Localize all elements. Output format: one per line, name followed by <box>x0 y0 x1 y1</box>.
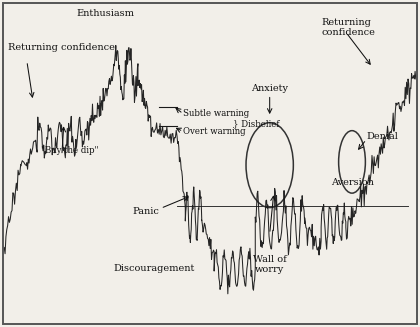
Text: } Disbelief: } Disbelief <box>233 119 279 128</box>
Text: Aversion: Aversion <box>331 178 374 187</box>
Text: Enthusiasm: Enthusiasm <box>76 9 134 18</box>
Text: "Buy the dip": "Buy the dip" <box>41 146 99 155</box>
Text: Returning confidence: Returning confidence <box>8 43 115 52</box>
Text: Returning
confidence: Returning confidence <box>321 18 375 37</box>
Text: Panic: Panic <box>133 207 160 216</box>
Text: Overt warning: Overt warning <box>183 127 246 136</box>
Text: Denial: Denial <box>366 132 398 141</box>
Text: Wall of
worry: Wall of worry <box>253 255 286 274</box>
Text: Discouragement: Discouragement <box>114 265 195 273</box>
Text: Anxiety: Anxiety <box>251 84 288 93</box>
Text: Subtle warning: Subtle warning <box>183 109 249 118</box>
